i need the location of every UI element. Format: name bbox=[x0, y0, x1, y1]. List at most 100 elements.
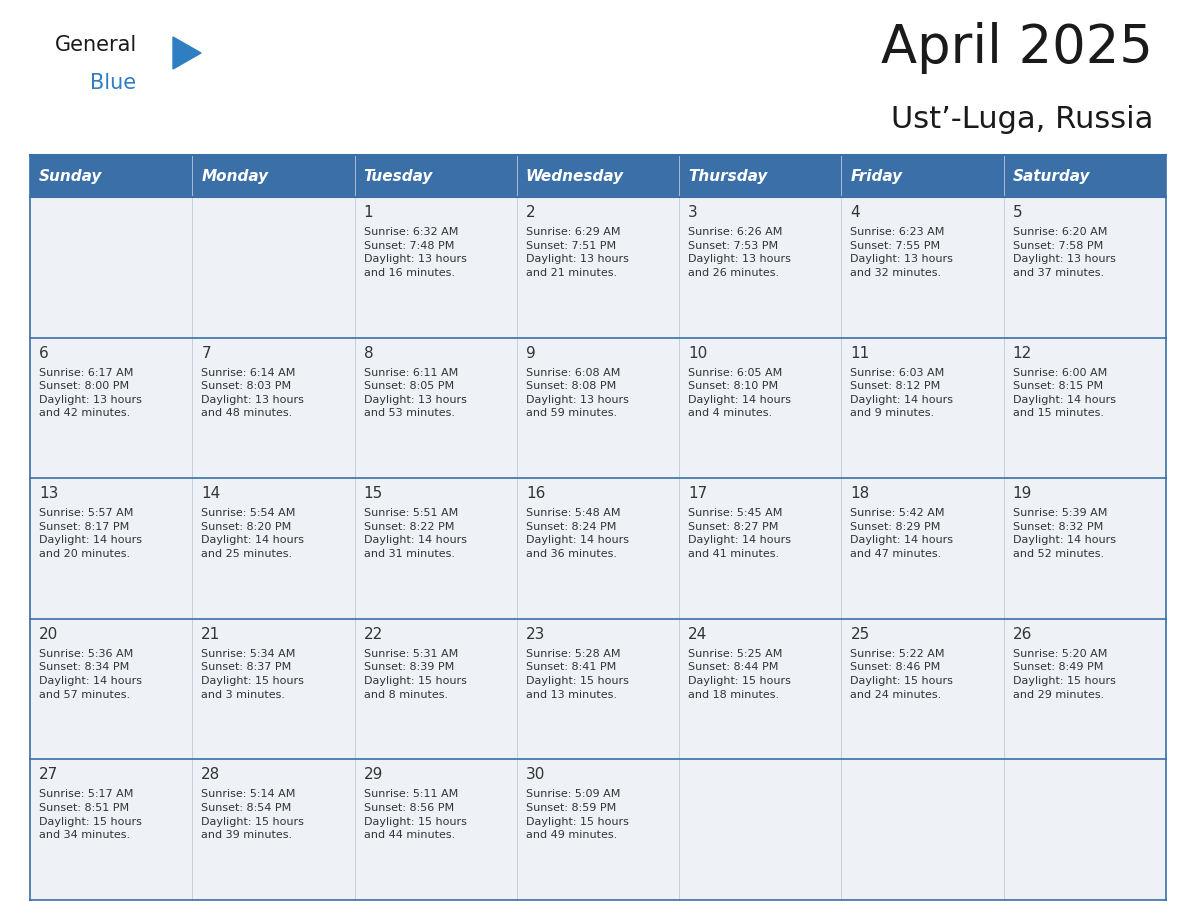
Text: 22: 22 bbox=[364, 627, 383, 642]
Text: Tuesday: Tuesday bbox=[364, 169, 432, 184]
Text: Sunrise: 6:29 AM
Sunset: 7:51 PM
Daylight: 13 hours
and 21 minutes.: Sunrise: 6:29 AM Sunset: 7:51 PM Dayligh… bbox=[526, 227, 628, 278]
Bar bbox=[354, 197, 517, 338]
Text: 6: 6 bbox=[39, 345, 49, 361]
Text: April 2025: April 2025 bbox=[881, 22, 1154, 74]
Bar bbox=[680, 197, 841, 338]
Bar bbox=[517, 197, 680, 338]
Text: Sunday: Sunday bbox=[39, 169, 102, 184]
Bar bbox=[517, 155, 680, 197]
Bar bbox=[517, 338, 680, 478]
Bar bbox=[680, 619, 841, 759]
Text: 18: 18 bbox=[851, 487, 870, 501]
Bar bbox=[30, 759, 192, 900]
Text: Sunrise: 5:48 AM
Sunset: 8:24 PM
Daylight: 14 hours
and 36 minutes.: Sunrise: 5:48 AM Sunset: 8:24 PM Dayligh… bbox=[526, 509, 628, 559]
Text: 25: 25 bbox=[851, 627, 870, 642]
Bar bbox=[841, 619, 1004, 759]
Bar bbox=[517, 619, 680, 759]
Text: 10: 10 bbox=[688, 345, 707, 361]
Text: Sunrise: 5:36 AM
Sunset: 8:34 PM
Daylight: 14 hours
and 57 minutes.: Sunrise: 5:36 AM Sunset: 8:34 PM Dayligh… bbox=[39, 649, 143, 700]
Text: Sunrise: 5:28 AM
Sunset: 8:41 PM
Daylight: 15 hours
and 13 minutes.: Sunrise: 5:28 AM Sunset: 8:41 PM Dayligh… bbox=[526, 649, 628, 700]
Text: 9: 9 bbox=[526, 345, 536, 361]
Bar bbox=[192, 155, 354, 197]
Bar bbox=[680, 338, 841, 478]
Polygon shape bbox=[173, 37, 201, 69]
Text: Sunrise: 6:03 AM
Sunset: 8:12 PM
Daylight: 14 hours
and 9 minutes.: Sunrise: 6:03 AM Sunset: 8:12 PM Dayligh… bbox=[851, 367, 954, 419]
Bar bbox=[517, 759, 680, 900]
Text: Sunrise: 6:20 AM
Sunset: 7:58 PM
Daylight: 13 hours
and 37 minutes.: Sunrise: 6:20 AM Sunset: 7:58 PM Dayligh… bbox=[1012, 227, 1116, 278]
Text: Sunrise: 6:05 AM
Sunset: 8:10 PM
Daylight: 14 hours
and 4 minutes.: Sunrise: 6:05 AM Sunset: 8:10 PM Dayligh… bbox=[688, 367, 791, 419]
Text: 23: 23 bbox=[526, 627, 545, 642]
Text: 24: 24 bbox=[688, 627, 707, 642]
Text: 21: 21 bbox=[201, 627, 221, 642]
Bar bbox=[354, 619, 517, 759]
Bar bbox=[517, 478, 680, 619]
Text: 20: 20 bbox=[39, 627, 58, 642]
Text: 17: 17 bbox=[688, 487, 707, 501]
Text: Sunrise: 6:32 AM
Sunset: 7:48 PM
Daylight: 13 hours
and 16 minutes.: Sunrise: 6:32 AM Sunset: 7:48 PM Dayligh… bbox=[364, 227, 467, 278]
Text: Sunrise: 5:22 AM
Sunset: 8:46 PM
Daylight: 15 hours
and 24 minutes.: Sunrise: 5:22 AM Sunset: 8:46 PM Dayligh… bbox=[851, 649, 953, 700]
Text: 27: 27 bbox=[39, 767, 58, 782]
Bar bbox=[30, 197, 192, 338]
Text: 5: 5 bbox=[1012, 205, 1023, 220]
Bar bbox=[192, 338, 354, 478]
Text: 12: 12 bbox=[1012, 345, 1032, 361]
Text: Sunrise: 5:39 AM
Sunset: 8:32 PM
Daylight: 14 hours
and 52 minutes.: Sunrise: 5:39 AM Sunset: 8:32 PM Dayligh… bbox=[1012, 509, 1116, 559]
Text: Monday: Monday bbox=[201, 169, 268, 184]
Bar bbox=[354, 155, 517, 197]
Text: Sunrise: 6:26 AM
Sunset: 7:53 PM
Daylight: 13 hours
and 26 minutes.: Sunrise: 6:26 AM Sunset: 7:53 PM Dayligh… bbox=[688, 227, 791, 278]
Text: Sunrise: 5:54 AM
Sunset: 8:20 PM
Daylight: 14 hours
and 25 minutes.: Sunrise: 5:54 AM Sunset: 8:20 PM Dayligh… bbox=[201, 509, 304, 559]
Text: Sunrise: 5:25 AM
Sunset: 8:44 PM
Daylight: 15 hours
and 18 minutes.: Sunrise: 5:25 AM Sunset: 8:44 PM Dayligh… bbox=[688, 649, 791, 700]
Text: Sunrise: 5:14 AM
Sunset: 8:54 PM
Daylight: 15 hours
and 39 minutes.: Sunrise: 5:14 AM Sunset: 8:54 PM Dayligh… bbox=[201, 789, 304, 840]
Text: 3: 3 bbox=[688, 205, 697, 220]
Text: Sunrise: 6:14 AM
Sunset: 8:03 PM
Daylight: 13 hours
and 48 minutes.: Sunrise: 6:14 AM Sunset: 8:03 PM Dayligh… bbox=[201, 367, 304, 419]
Bar bbox=[841, 478, 1004, 619]
Bar bbox=[30, 619, 192, 759]
Text: 28: 28 bbox=[201, 767, 221, 782]
Text: 1: 1 bbox=[364, 205, 373, 220]
Text: Saturday: Saturday bbox=[1012, 169, 1091, 184]
Text: Sunrise: 5:31 AM
Sunset: 8:39 PM
Daylight: 15 hours
and 8 minutes.: Sunrise: 5:31 AM Sunset: 8:39 PM Dayligh… bbox=[364, 649, 467, 700]
Bar bbox=[1004, 619, 1165, 759]
Text: Sunrise: 6:17 AM
Sunset: 8:00 PM
Daylight: 13 hours
and 42 minutes.: Sunrise: 6:17 AM Sunset: 8:00 PM Dayligh… bbox=[39, 367, 141, 419]
Text: 26: 26 bbox=[1012, 627, 1032, 642]
Text: Sunrise: 5:45 AM
Sunset: 8:27 PM
Daylight: 14 hours
and 41 minutes.: Sunrise: 5:45 AM Sunset: 8:27 PM Dayligh… bbox=[688, 509, 791, 559]
Text: Sunrise: 6:00 AM
Sunset: 8:15 PM
Daylight: 14 hours
and 15 minutes.: Sunrise: 6:00 AM Sunset: 8:15 PM Dayligh… bbox=[1012, 367, 1116, 419]
Text: Sunrise: 5:11 AM
Sunset: 8:56 PM
Daylight: 15 hours
and 44 minutes.: Sunrise: 5:11 AM Sunset: 8:56 PM Dayligh… bbox=[364, 789, 467, 840]
Text: 2: 2 bbox=[526, 205, 536, 220]
Text: 14: 14 bbox=[201, 487, 221, 501]
Text: Blue: Blue bbox=[90, 73, 137, 93]
Text: 7: 7 bbox=[201, 345, 211, 361]
Text: Thursday: Thursday bbox=[688, 169, 767, 184]
Text: 11: 11 bbox=[851, 345, 870, 361]
Bar bbox=[354, 759, 517, 900]
Text: Wednesday: Wednesday bbox=[526, 169, 624, 184]
Text: Sunrise: 5:17 AM
Sunset: 8:51 PM
Daylight: 15 hours
and 34 minutes.: Sunrise: 5:17 AM Sunset: 8:51 PM Dayligh… bbox=[39, 789, 141, 840]
Bar bbox=[1004, 759, 1165, 900]
Text: Sunrise: 5:42 AM
Sunset: 8:29 PM
Daylight: 14 hours
and 47 minutes.: Sunrise: 5:42 AM Sunset: 8:29 PM Dayligh… bbox=[851, 509, 954, 559]
Bar bbox=[30, 155, 192, 197]
Bar bbox=[192, 197, 354, 338]
Bar bbox=[841, 759, 1004, 900]
Bar bbox=[1004, 155, 1165, 197]
Text: 30: 30 bbox=[526, 767, 545, 782]
Bar bbox=[354, 338, 517, 478]
Text: Sunrise: 5:51 AM
Sunset: 8:22 PM
Daylight: 14 hours
and 31 minutes.: Sunrise: 5:51 AM Sunset: 8:22 PM Dayligh… bbox=[364, 509, 467, 559]
Text: Ust’-Luga, Russia: Ust’-Luga, Russia bbox=[891, 105, 1154, 134]
Bar bbox=[841, 338, 1004, 478]
Bar bbox=[1004, 197, 1165, 338]
Bar bbox=[1004, 338, 1165, 478]
Bar bbox=[354, 478, 517, 619]
Bar bbox=[192, 619, 354, 759]
Text: 4: 4 bbox=[851, 205, 860, 220]
Text: Friday: Friday bbox=[851, 169, 903, 184]
Text: 15: 15 bbox=[364, 487, 383, 501]
Text: Sunrise: 6:11 AM
Sunset: 8:05 PM
Daylight: 13 hours
and 53 minutes.: Sunrise: 6:11 AM Sunset: 8:05 PM Dayligh… bbox=[364, 367, 467, 419]
Text: 8: 8 bbox=[364, 345, 373, 361]
Bar bbox=[680, 759, 841, 900]
Text: 13: 13 bbox=[39, 487, 58, 501]
Text: Sunrise: 5:34 AM
Sunset: 8:37 PM
Daylight: 15 hours
and 3 minutes.: Sunrise: 5:34 AM Sunset: 8:37 PM Dayligh… bbox=[201, 649, 304, 700]
Text: Sunrise: 6:08 AM
Sunset: 8:08 PM
Daylight: 13 hours
and 59 minutes.: Sunrise: 6:08 AM Sunset: 8:08 PM Dayligh… bbox=[526, 367, 628, 419]
Text: Sunrise: 6:23 AM
Sunset: 7:55 PM
Daylight: 13 hours
and 32 minutes.: Sunrise: 6:23 AM Sunset: 7:55 PM Dayligh… bbox=[851, 227, 953, 278]
Bar bbox=[192, 478, 354, 619]
Text: General: General bbox=[55, 35, 138, 55]
